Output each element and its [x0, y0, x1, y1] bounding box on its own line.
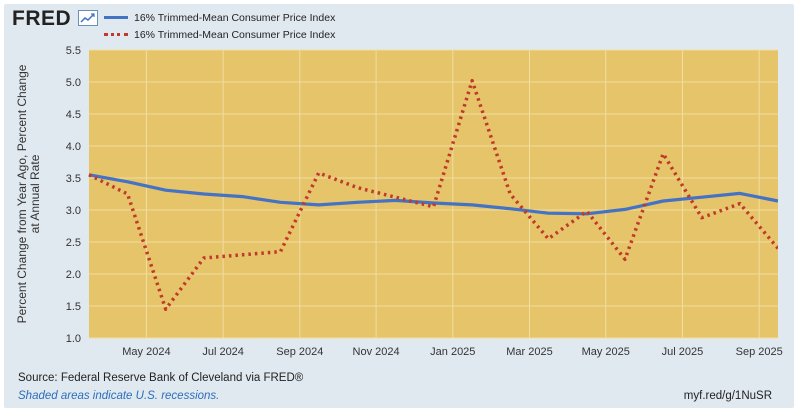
- legend-label-dotted: 16% Trimmed-Mean Consumer Price Index: [134, 28, 336, 41]
- legend-swatch-dotted: [104, 33, 128, 36]
- y-tick-label-6: 4.0: [66, 141, 81, 153]
- y-tick-label-1: 1.5: [66, 301, 81, 313]
- y-tick-label-7: 4.5: [66, 109, 81, 121]
- legend-item-dotted[interactable]: 16% Trimmed-Mean Consumer Price Index: [104, 26, 335, 43]
- x-tick-label-7: Jul 2025: [662, 346, 704, 358]
- y-tick-label-2: 2.0: [66, 269, 81, 281]
- x-tick-label-5: Mar 2025: [506, 346, 552, 358]
- y-tick-label-5: 3.5: [66, 173, 81, 185]
- x-tick-label-4: Jan 2025: [430, 346, 475, 358]
- y-axis-title-line-1: at Annual Rate: [28, 154, 42, 233]
- plot-right-mask: [778, 48, 794, 340]
- y-tick-label-3: 2.5: [66, 237, 81, 249]
- chart-frame: 1.0 1.5 2.0 2.5 3.0 3.5 4.0 4.5 5.0 5.5 May 2024 Ju…: [4, 4, 794, 408]
- y-tick-label-4: 3.0: [66, 205, 81, 217]
- legend-swatch-solid: [104, 16, 128, 19]
- x-tick-label-0: May 2024: [122, 346, 170, 358]
- y-tick-label-0: 1.0: [66, 333, 81, 345]
- chart-legend: 16% Trimmed-Mean Consumer Price Index 16…: [104, 9, 335, 43]
- series-line-solid[interactable]: [88, 173, 779, 216]
- series-line-dotted[interactable]: [88, 78, 780, 311]
- y-axis-title-line-0: Percent Change from Year Ago, Percent Ch…: [15, 64, 29, 323]
- short-link[interactable]: myf.red/g/1NuSR: [683, 390, 772, 402]
- y-tick-label-8: 5.0: [66, 77, 81, 89]
- chart-svg: 1.0 1.5 2.0 2.5 3.0 3.5 4.0 4.5 5.0 5.5 May 2024 Ju…: [15, 45, 794, 358]
- recession-note[interactable]: Shaded areas indicate U.S. recessions.: [18, 390, 220, 402]
- x-tick-label-2: Sep 2024: [276, 346, 323, 358]
- legend-label-solid: 16% Trimmed-Mean Consumer Price Index: [134, 11, 336, 24]
- fred-logo[interactable]: FRED: [12, 7, 72, 30]
- y-tick-label-9: 5.5: [66, 45, 81, 57]
- trend-chart-icon: [78, 10, 98, 26]
- x-tick-label-6: May 2025: [582, 346, 630, 358]
- legend-item-solid[interactable]: 16% Trimmed-Mean Consumer Price Index: [104, 9, 335, 26]
- x-tick-label-1: Jul 2024: [202, 346, 244, 358]
- x-tick-label-8: Sep 2025: [736, 346, 783, 358]
- x-tick-label-3: Nov 2024: [353, 346, 400, 358]
- source-text: Source: Federal Reserve Bank of Clevelan…: [18, 372, 304, 384]
